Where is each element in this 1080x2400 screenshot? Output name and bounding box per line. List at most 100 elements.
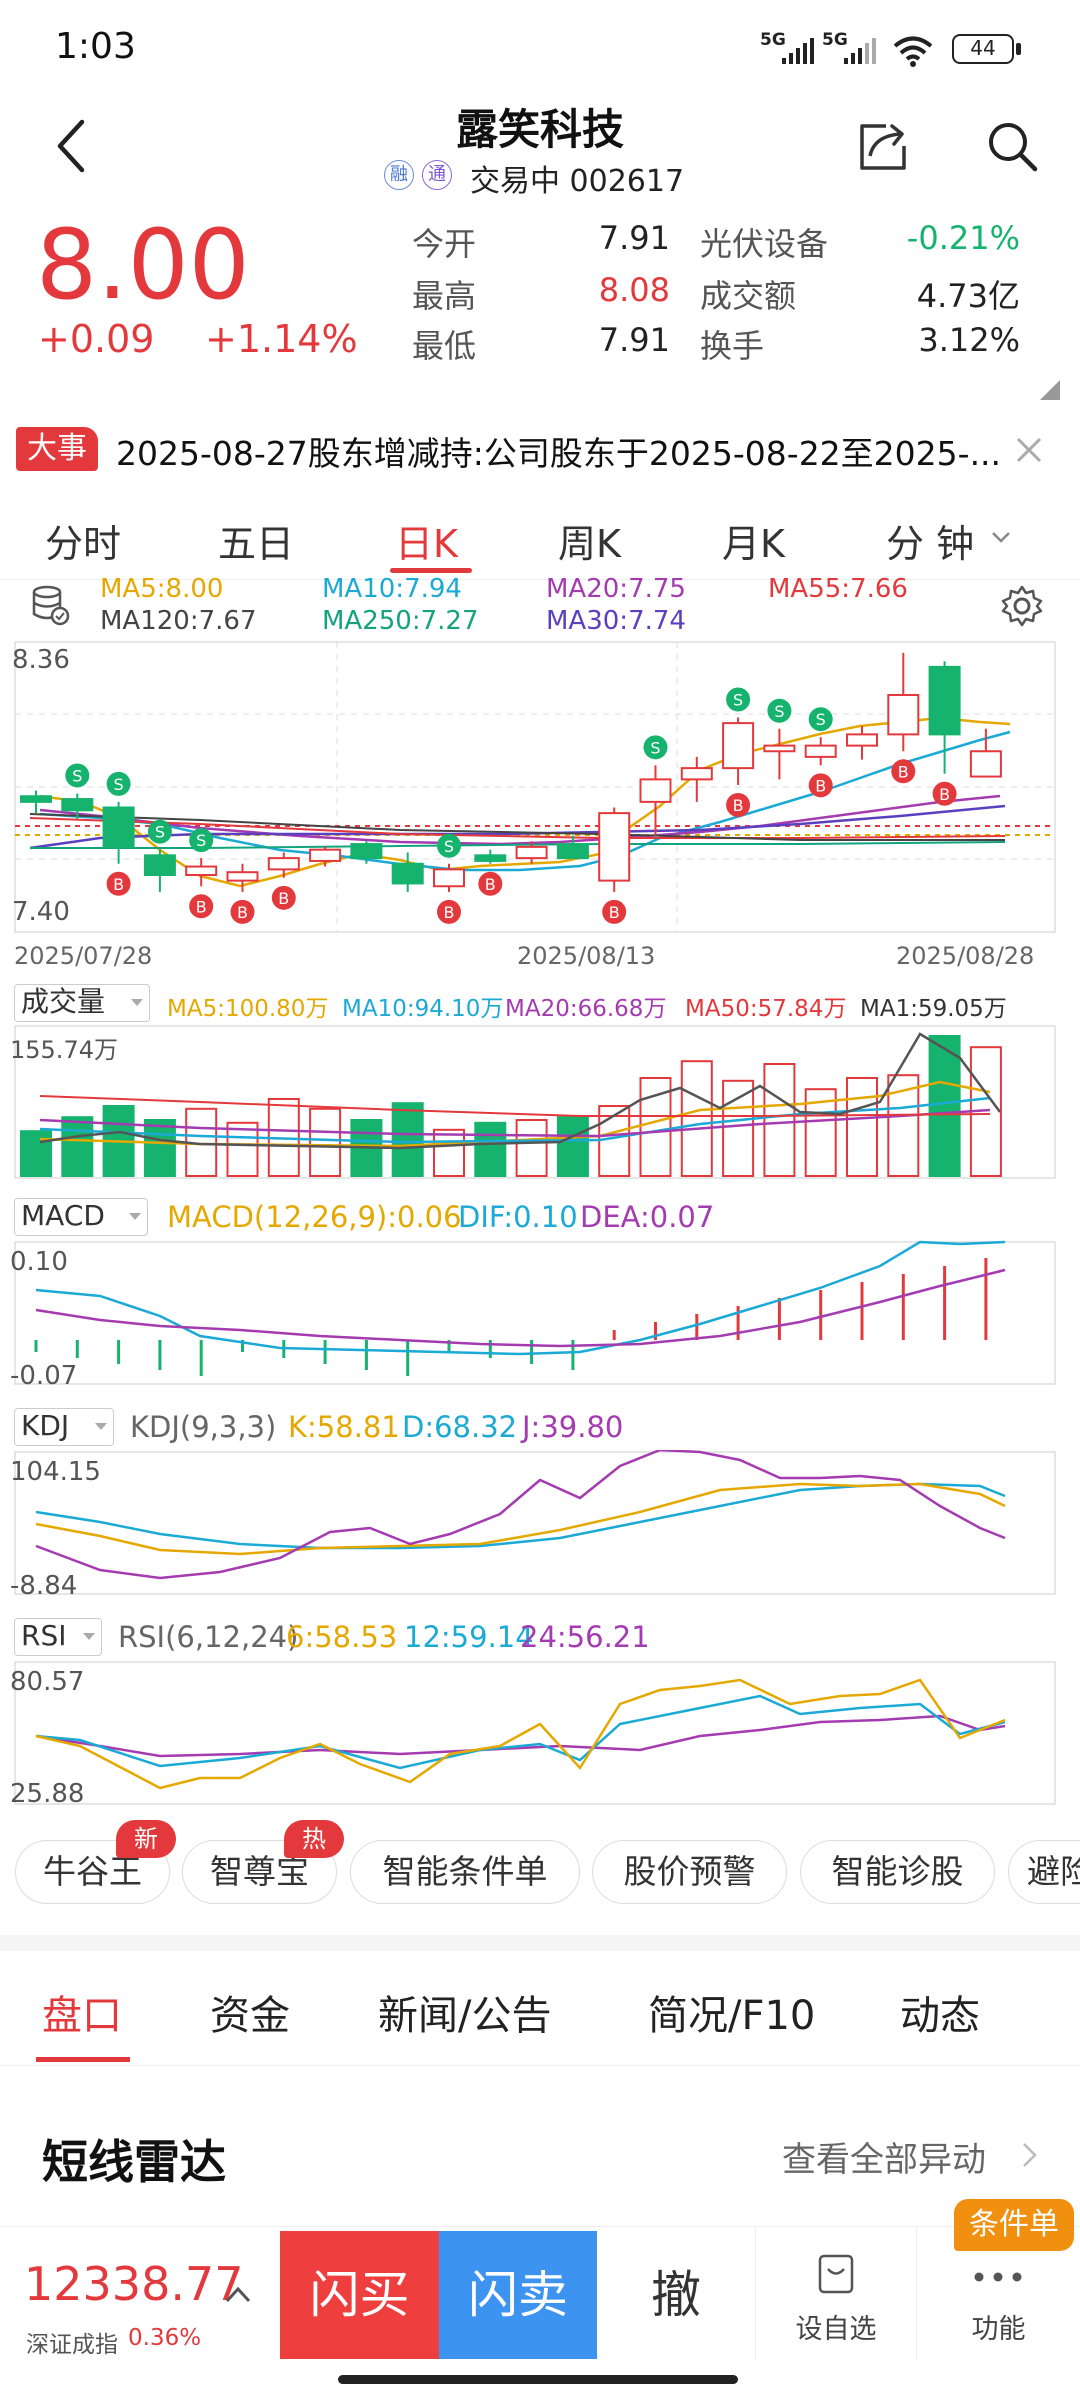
tab-intraday[interactable]: 分时	[45, 522, 122, 566]
tool-hedge[interactable]: 避险	[1008, 1840, 1080, 1904]
tool-label: 牛谷王	[43, 1852, 142, 1891]
active-tab-indicator	[390, 568, 472, 573]
tab-news-announcements[interactable]: 新闻/公告	[378, 1993, 552, 2039]
candlestick-chart[interactable]: S S S S S S S S S B B B B B B B B B B B 8.36 7.40 2025/07/2…	[0, 638, 1080, 978]
view-all-link[interactable]: 查看全部异动	[782, 2140, 986, 2180]
new-badge: 新	[116, 1820, 176, 1858]
add-watchlist-button[interactable]: 设自选	[756, 2231, 916, 2359]
quick-sell-button[interactable]: 闪卖	[439, 2231, 597, 2359]
open-label: 今开	[412, 225, 477, 263]
volume-bar	[680, 1060, 713, 1178]
buy-marker	[891, 759, 916, 784]
tool-label: 智能条件单	[382, 1852, 548, 1891]
macd-indicator-select[interactable]: MACD	[14, 1198, 148, 1236]
volume-bar	[309, 1107, 342, 1177]
functions-button[interactable]: 功能	[917, 2231, 1080, 2359]
volume-chart[interactable]: 155.74万	[0, 1024, 1080, 1184]
ma120-line	[29, 813, 1005, 841]
cancel-order-button[interactable]: 撤	[651, 2266, 701, 2324]
tab-monthly-k[interactable]: 月K	[722, 522, 785, 566]
candle-body	[391, 862, 424, 885]
search-icon[interactable]	[984, 118, 1040, 174]
kdj-d-line	[35, 1482, 1006, 1550]
condition-order-badge[interactable]: 条件单	[954, 2199, 1074, 2251]
macd-chart[interactable]: 0.10 -0.07	[0, 1240, 1080, 1390]
volume-indicator-select[interactable]: 成交量	[14, 984, 150, 1022]
rsi-chart[interactable]: 80.57 25.88	[0, 1660, 1080, 1810]
volume-label: 成交量	[21, 985, 106, 1018]
rsi-top-label: 80.57	[10, 1667, 84, 1697]
sell-marker	[65, 763, 90, 788]
sell-marker	[147, 819, 172, 844]
candle-body	[969, 750, 1002, 778]
turnover-amount-value: 4.73亿	[916, 277, 1020, 315]
expand-corner-icon[interactable]	[1040, 380, 1060, 400]
rong-tag: 融	[384, 160, 414, 190]
tab-profile-f10[interactable]: 简况/F10	[648, 1993, 816, 2039]
news-ticker[interactable]: 大事 2025-08-27股东增减持:公司股东于2025-08-22至2025-…	[0, 415, 1080, 485]
candle-body	[556, 843, 589, 860]
close-icon[interactable]	[1014, 435, 1044, 465]
candle-body	[804, 744, 837, 758]
rsi-indicator-select[interactable]: RSI	[14, 1618, 102, 1656]
home-indicator	[338, 2375, 738, 2384]
vol-ma5-label: MA5:100.80万	[167, 996, 329, 1022]
tab-dynamics[interactable]: 动态	[900, 1993, 980, 2039]
macd-bottom-label: -0.07	[10, 1361, 77, 1390]
tool-smart-diagnosis[interactable]: 智能诊股	[800, 1840, 995, 1904]
chevron-down-icon[interactable]	[990, 530, 1012, 546]
volume-bar	[474, 1121, 507, 1178]
news-tag: 大事	[16, 427, 98, 471]
buy-marker	[106, 871, 131, 896]
candle-body	[928, 665, 961, 736]
tab-capital[interactable]: 资金	[210, 1993, 290, 2039]
chevron-right-icon[interactable]	[1020, 2140, 1040, 2170]
tab-weekly-k[interactable]: 周K	[558, 522, 621, 566]
tab-minute[interactable]: 分 钟	[886, 522, 975, 566]
ma250-label: MA250:7.27	[322, 606, 479, 636]
price-change-pct: +1.14%	[205, 317, 358, 361]
share-icon[interactable]	[856, 120, 912, 174]
tool-price-alert[interactable]: 股价预警	[592, 1840, 787, 1904]
candle-body	[887, 694, 920, 736]
kdj-indicator-select[interactable]: KDJ	[14, 1408, 114, 1446]
tool-smart-condition-order[interactable]: 智能条件单	[350, 1840, 580, 1904]
functions-label: 功能	[971, 2314, 1026, 2345]
tab-daily-k[interactable]: 日K	[395, 522, 458, 566]
kdj-chart[interactable]: 104.15 -8.84	[0, 1450, 1080, 1600]
kdj-j: J:39.80	[522, 1410, 624, 1444]
macd-dif: DIF:0.10	[458, 1200, 578, 1234]
tool-niuguwang[interactable]: 牛谷王	[15, 1840, 170, 1904]
candle-body	[515, 845, 548, 860]
chevron-up-icon[interactable]	[224, 2285, 252, 2305]
index-value: 12338.77	[24, 2257, 244, 2311]
quick-buy-button[interactable]: 闪买	[280, 2231, 439, 2359]
back-icon[interactable]	[52, 118, 88, 174]
candle-body	[350, 843, 383, 860]
ma250-line	[30, 841, 1006, 849]
buy-marker-label: B	[113, 875, 124, 894]
tab-five-day[interactable]: 五日	[218, 522, 295, 566]
volume-bar	[20, 1130, 52, 1177]
ma20-line	[39, 794, 1001, 846]
detail-tabs: 盘口 资金 新闻/公告 简况/F10 动态	[0, 1951, 1080, 2066]
database-icon[interactable]	[30, 584, 70, 628]
buy-marker	[932, 781, 957, 806]
settings-gear-icon[interactable]	[1000, 584, 1044, 628]
watchlist-doc-icon	[818, 2254, 854, 2294]
volume-bar	[391, 1102, 424, 1177]
volume-max-label: 155.74万	[10, 1036, 118, 1064]
sell-marker	[189, 828, 214, 853]
candle-body	[185, 865, 218, 876]
low-value: 7.91	[598, 321, 670, 359]
buy-marker	[271, 885, 296, 910]
candle-body	[680, 767, 713, 781]
chart-period-tabs: 分时 五日 日K 周K 月K 分 钟	[0, 500, 1080, 580]
tab-order-book[interactable]: 盘口	[42, 1993, 122, 2039]
kdj-d: D:68.32	[402, 1410, 518, 1444]
sell-marker	[643, 735, 668, 760]
sell-marker-label: S	[155, 823, 165, 842]
rsi-6: 6:58.53	[286, 1620, 398, 1654]
buy-marker-label: B	[485, 875, 496, 894]
vol-ma50-label: MA50:57.84万	[685, 996, 847, 1022]
